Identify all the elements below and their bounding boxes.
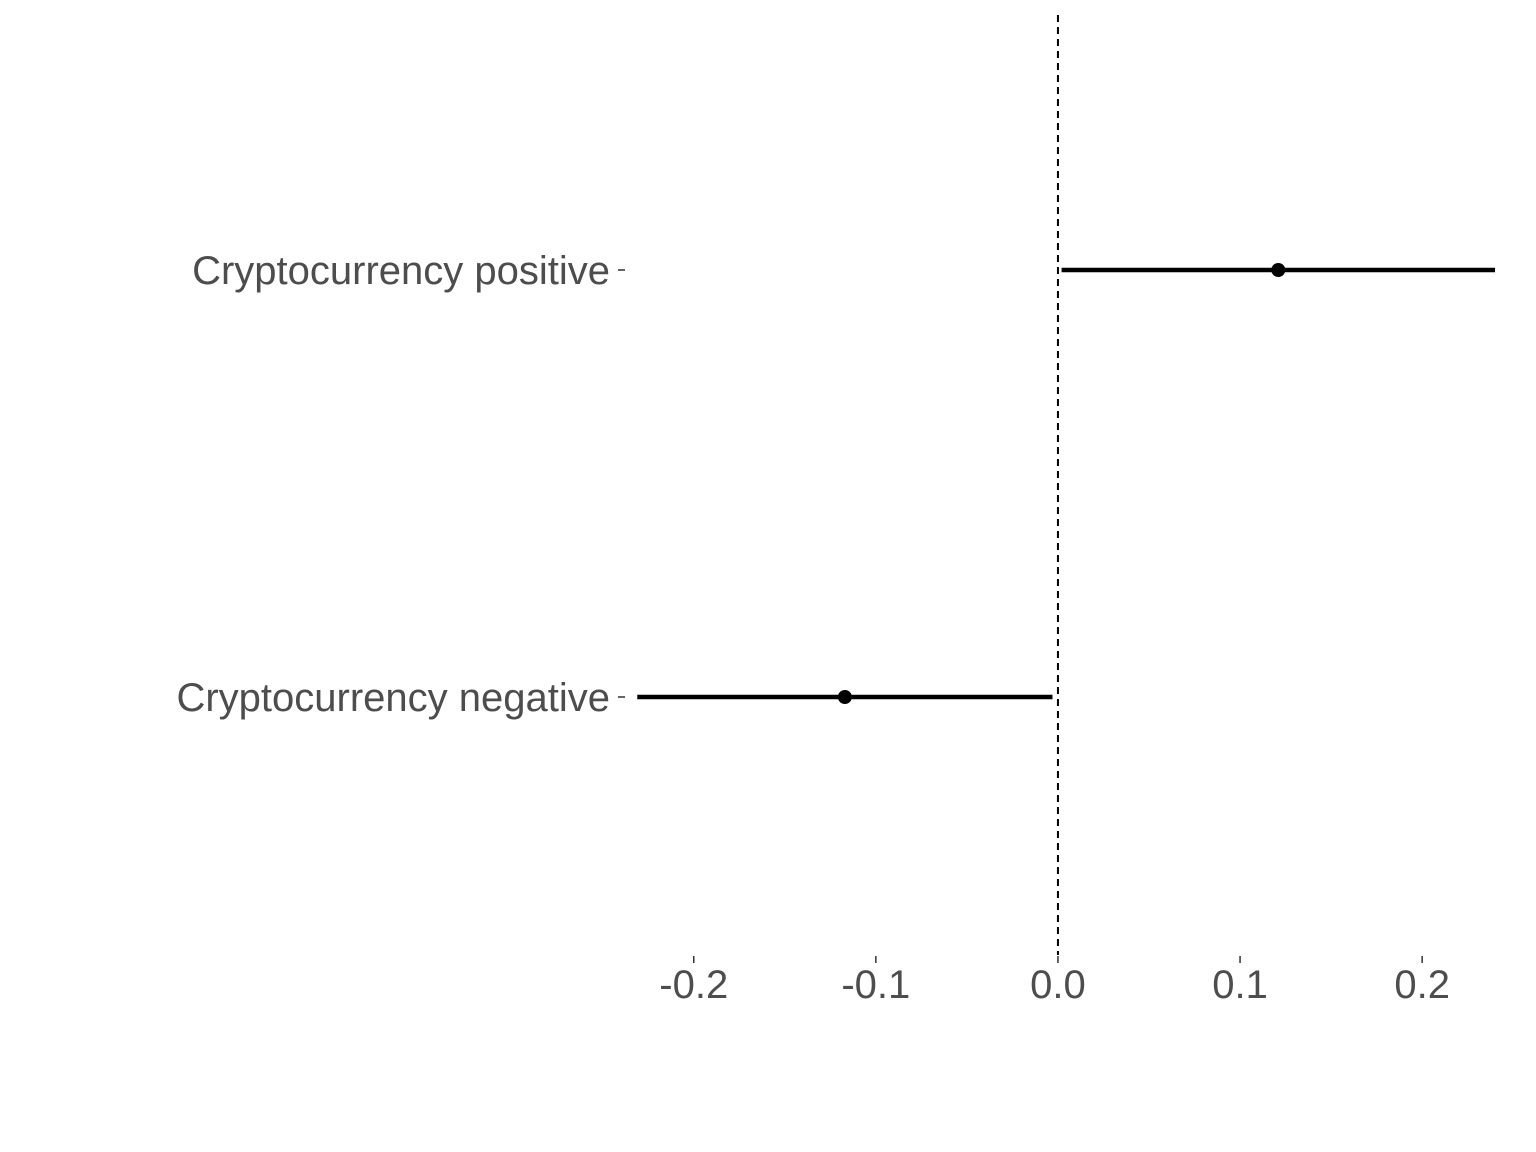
point-estimate bbox=[1271, 263, 1286, 277]
y-axis-labels: Cryptocurrency positive Cryptocurrency ne… bbox=[176, 249, 610, 720]
y-category-label: Cryptocurrency positive bbox=[192, 249, 610, 293]
x-tick-label: 0.0 bbox=[1030, 963, 1086, 1007]
y-category-label: Cryptocurrency negative bbox=[176, 676, 610, 720]
point-estimate bbox=[837, 690, 852, 704]
x-tick-label: 0.2 bbox=[1394, 963, 1450, 1007]
x-tick-label: -0.2 bbox=[659, 963, 728, 1007]
x-axis-labels: -0.2 -0.1 0.0 0.1 0.2 bbox=[659, 963, 1450, 1007]
x-axis-ticks bbox=[692, 956, 1423, 963]
y-axis-ticks bbox=[618, 269, 625, 698]
x-tick-label: -0.1 bbox=[841, 963, 910, 1007]
coefficient-marks bbox=[637, 263, 1495, 704]
x-tick-label: 0.1 bbox=[1212, 963, 1268, 1007]
